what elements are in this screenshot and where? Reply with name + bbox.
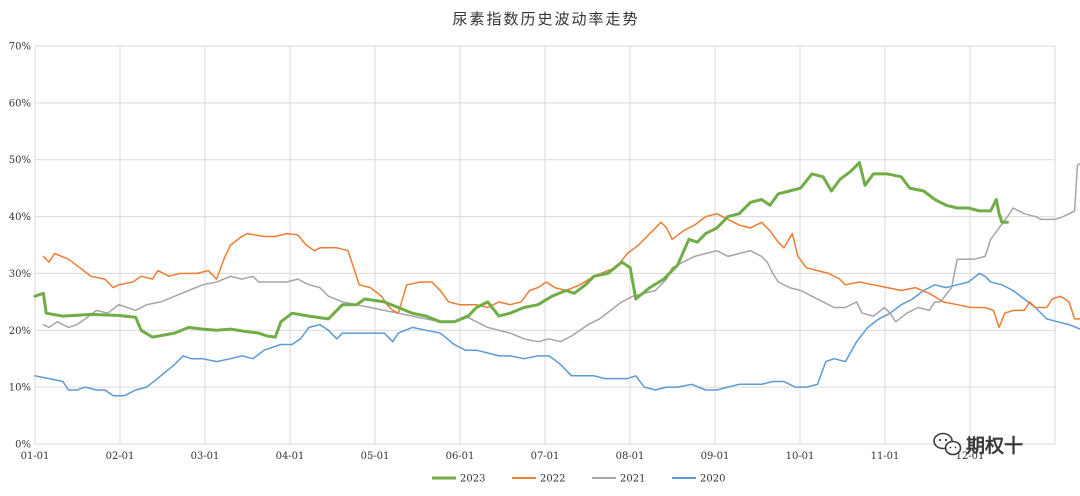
x-tick-label: 01-01 (21, 451, 50, 462)
y-tick-label: 70% (9, 42, 31, 53)
x-tick-label: 06-01 (446, 451, 475, 462)
x-tick-label: 08-01 (616, 451, 645, 462)
y-tick-label: 40% (9, 212, 31, 223)
x-tick-label: 02-01 (106, 451, 135, 462)
series-line-2023 (33, 161, 1009, 339)
legend: 2023 2022 2021 2020 (432, 474, 725, 485)
y-tick-label: 10% (9, 383, 31, 394)
x-tick-label: 11-01 (871, 451, 900, 462)
x-tick-label: 04-01 (276, 451, 305, 462)
y-tick-label: 50% (9, 155, 31, 166)
x-tick-label: 03-01 (191, 451, 220, 462)
series-line-2020 (34, 272, 1080, 397)
x-tick-label: 10-01 (786, 451, 815, 462)
grid (34, 45, 1056, 445)
y-tick-label: 60% (9, 98, 31, 109)
x-tick-label: 12-01 (956, 451, 985, 462)
legend-label-2021: 2021 (620, 474, 645, 485)
watermark-text: 期权十 (966, 434, 1023, 457)
y-tick-label: 0% (15, 440, 31, 451)
x-axis-ticks: 01-01 02-01 03-01 04-01 05-01 06-01 07-01 08-01… (21, 451, 985, 462)
y-tick-label: 20% (9, 326, 31, 337)
x-tick-label: 09-01 (701, 451, 730, 462)
watermark: 期权十 (933, 432, 1023, 457)
x-tick-label: 05-01 (361, 451, 390, 462)
series-line-2022 (42, 212, 1080, 329)
plot-lines (33, 161, 1080, 397)
x-tick-label: 07-01 (531, 451, 560, 462)
legend-label-2023: 2023 (460, 474, 485, 485)
y-tick-label: 30% (9, 269, 31, 280)
y-axis-ticks: 0% 10% 20% 30% 40% 50% 60% 70% (9, 42, 31, 451)
chart-title: 尿素指数历史波动率走势 (452, 10, 639, 28)
legend-label-2020: 2020 (700, 474, 725, 485)
legend-label-2022: 2022 (540, 474, 565, 485)
series-line-2021 (42, 162, 1080, 343)
wechat-icon (933, 432, 962, 456)
